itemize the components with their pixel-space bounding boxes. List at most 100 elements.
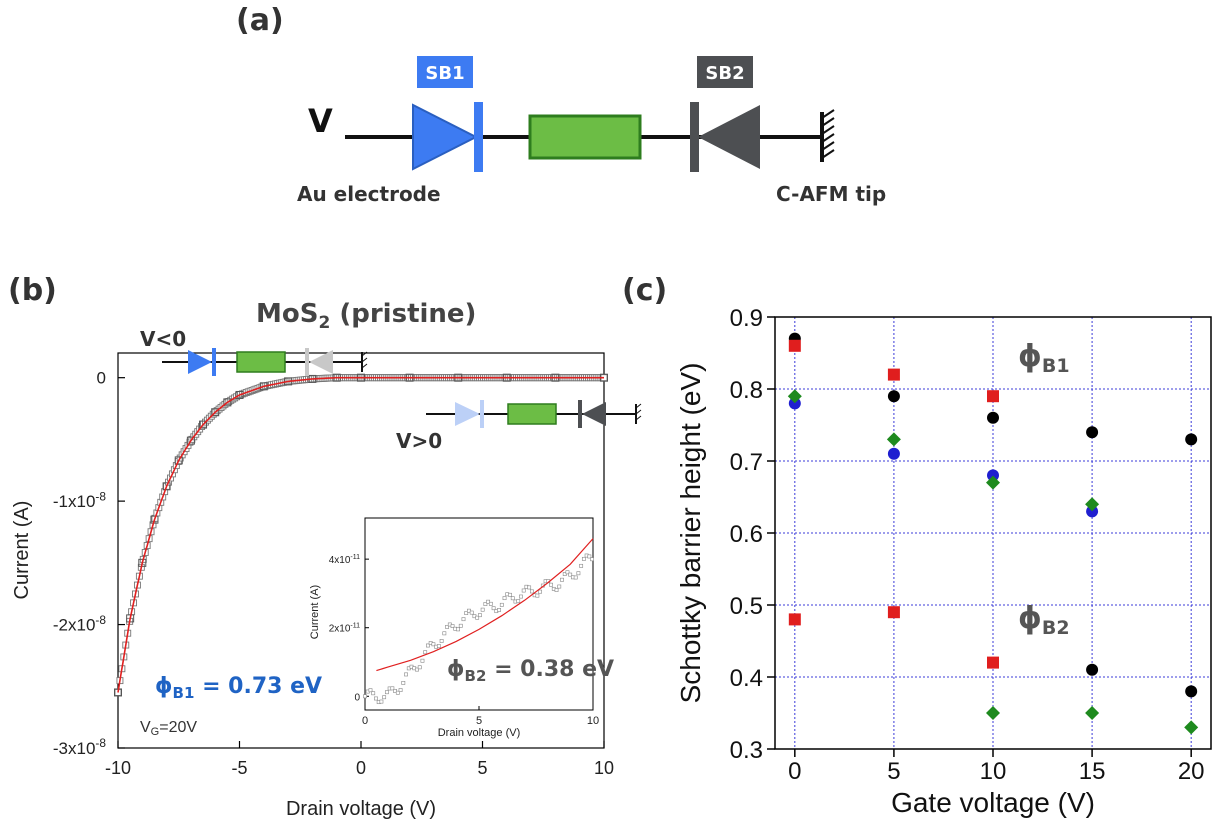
c-x-ticks: 0 5 10 15 20 bbox=[788, 749, 1205, 785]
c-ylabel: Schottky barrier height (eV) bbox=[675, 363, 706, 704]
c-y-tick-label: 0.8 bbox=[730, 377, 763, 404]
inset-data-point bbox=[436, 644, 441, 648]
inset-data-point bbox=[423, 650, 428, 655]
inset-data-point bbox=[535, 593, 540, 598]
inset-xlabel: Drain voltage (V) bbox=[438, 727, 521, 739]
inset-data-point bbox=[379, 699, 384, 704]
panel-a-label: (a) bbox=[236, 3, 284, 38]
b-fit-line bbox=[117, 376, 604, 693]
inset-data-point bbox=[516, 599, 521, 604]
c-data-point bbox=[986, 706, 1000, 720]
inset-data-point bbox=[420, 658, 425, 663]
inset-data-point bbox=[398, 688, 403, 692]
c-data-point bbox=[1085, 706, 1100, 720]
inset-data-point bbox=[499, 602, 504, 607]
inset-data-point bbox=[417, 665, 422, 670]
inset-data-point bbox=[415, 667, 419, 672]
c-x-tick-label: 15 bbox=[1079, 758, 1106, 785]
inset-data-point bbox=[390, 686, 395, 691]
inset-data-point bbox=[557, 584, 562, 589]
inset-data-point bbox=[576, 571, 581, 576]
inset-data-point bbox=[475, 615, 480, 620]
inset-y-tick-label: 0 bbox=[354, 692, 360, 703]
inset-data-point bbox=[426, 643, 430, 648]
inset-data-point bbox=[521, 588, 526, 593]
c-y-tick-label: 0.7 bbox=[730, 449, 763, 476]
b-y-tick-label: -3x10-8 bbox=[53, 736, 106, 758]
b-data-point bbox=[211, 408, 220, 417]
inset-data-point bbox=[442, 631, 447, 636]
panel-b: (b) MoS2 (pristine) -10 -5 0 5 10 0 -1x10-8 -2… bbox=[8, 273, 642, 820]
c-data-point bbox=[986, 475, 1000, 490]
inset-data-point bbox=[497, 608, 501, 612]
b-xlabel: Drain voltage (V) bbox=[286, 798, 436, 820]
panel-c-label: (c) bbox=[622, 273, 667, 308]
inset-data-point bbox=[568, 572, 573, 577]
inset-data-point bbox=[395, 690, 400, 695]
inset-data-point bbox=[502, 596, 507, 601]
b-y-ticks: 0 -1x10-8 -2x10-8 -3x10-8 bbox=[53, 369, 125, 758]
inset-data-point bbox=[458, 623, 463, 628]
c-data-point bbox=[1185, 433, 1198, 446]
c-x-tick-label: 0 bbox=[788, 758, 801, 785]
b-y-tick-label: -2x10-8 bbox=[53, 613, 106, 635]
c-xlabel: Gate voltage (V) bbox=[891, 787, 1095, 818]
inset-y-tick-label: 4x10-11 bbox=[329, 554, 360, 566]
inset-data-point bbox=[480, 607, 485, 612]
b-x-ticks: -10 -5 0 5 10 bbox=[105, 741, 614, 778]
inset-series bbox=[363, 538, 594, 705]
ground-hatch bbox=[821, 109, 835, 159]
sb2-label: SB2 bbox=[705, 63, 744, 84]
c-data-point bbox=[987, 469, 999, 482]
c-data-point bbox=[987, 656, 999, 669]
inset-data-point bbox=[573, 575, 578, 580]
phi-b1-annotation: ϕB1 = 0.73 eV bbox=[155, 674, 322, 702]
inset-x-tick-label: 5 bbox=[476, 715, 482, 727]
inset-data-point bbox=[488, 601, 493, 606]
inset-data-point bbox=[445, 624, 449, 629]
c-data-point bbox=[987, 390, 999, 403]
sb2-badge bbox=[697, 56, 753, 88]
vpos-label: V>0 bbox=[396, 429, 442, 453]
v-label: V bbox=[308, 102, 333, 140]
c-y-ticks: 0.3 0.4 0.5 0.6 0.7 0.8 0.9 bbox=[730, 305, 775, 764]
inset-data-point bbox=[579, 563, 584, 568]
inset-data-point bbox=[549, 582, 553, 587]
b-x-tick-label: 5 bbox=[477, 758, 487, 778]
b-series bbox=[114, 373, 608, 697]
diode-2-triangle bbox=[698, 105, 760, 169]
c-y-tick-label: 0.9 bbox=[730, 305, 763, 332]
inset-data-point bbox=[374, 696, 378, 701]
c-data-point bbox=[1085, 497, 1100, 512]
c-data-point bbox=[1185, 685, 1198, 698]
c-series bbox=[787, 332, 1199, 735]
inset-x-ticks: 0 5 10 bbox=[362, 706, 599, 727]
inset-data-point bbox=[554, 588, 559, 592]
panel-b-title: MoS2 (pristine) bbox=[256, 299, 476, 333]
c-x-tick-label: 5 bbox=[887, 758, 900, 785]
inset-x-tick-label: 10 bbox=[587, 715, 599, 727]
inset-data-point bbox=[483, 602, 488, 606]
c-data-point bbox=[1086, 505, 1099, 518]
inset-data-point bbox=[456, 627, 460, 632]
inset-data-point bbox=[587, 554, 592, 559]
c-data-point bbox=[887, 447, 900, 460]
mini-circuit-vneg bbox=[162, 348, 368, 376]
c-data-point bbox=[1086, 426, 1099, 439]
c-x-tick-label: 10 bbox=[980, 758, 1007, 785]
b-data-point bbox=[186, 436, 195, 445]
c-data-point bbox=[887, 368, 900, 381]
c-data-point bbox=[788, 339, 801, 352]
c-data-point bbox=[787, 389, 802, 404]
c-data-point bbox=[1086, 663, 1099, 676]
inset-data-point bbox=[371, 691, 376, 696]
inset-data-point bbox=[401, 681, 406, 685]
panel-c: (c) 0 5 10 15 20 0.3 0.4 0.5 0.6 0.7 0.8 0.9 Gate … bbox=[622, 273, 1212, 818]
diode-2-bar bbox=[690, 102, 699, 172]
b-data-point bbox=[199, 420, 208, 429]
c-data-point bbox=[788, 613, 801, 626]
b-data-point bbox=[235, 390, 244, 399]
c-y-tick-label: 0.4 bbox=[730, 665, 763, 692]
inset-data-point bbox=[382, 695, 387, 700]
